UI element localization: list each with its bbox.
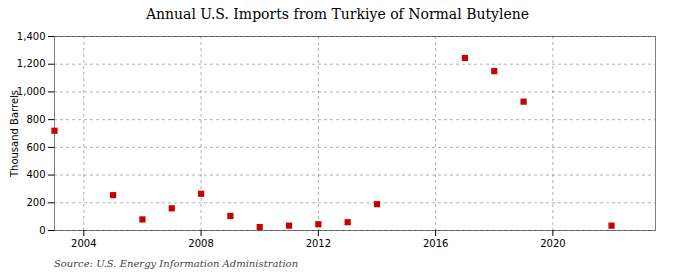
svg-text:1,200: 1,200 <box>17 58 46 69</box>
svg-text:200: 200 <box>26 197 45 208</box>
svg-text:600: 600 <box>26 142 45 153</box>
svg-text:2012: 2012 <box>306 238 331 249</box>
svg-text:2020: 2020 <box>540 238 565 249</box>
svg-text:800: 800 <box>26 114 45 125</box>
svg-text:2004: 2004 <box>71 238 96 249</box>
svg-text:2008: 2008 <box>188 238 213 249</box>
html-text:Annual U.S. Imports from Turki: Annual U.S. Imports from Turkiye of Norm… <box>145 6 529 22</box>
html-text:Source: U.S. Energy Informatio: Source: U.S. Energy Information Administ… <box>54 258 299 269</box>
svg-text:2016: 2016 <box>423 238 448 249</box>
svg-text:1,000: 1,000 <box>17 86 46 97</box>
svg-text:0: 0 <box>39 225 45 236</box>
svg-text:1,400: 1,400 <box>17 31 46 42</box>
svg-text:400: 400 <box>26 169 45 180</box>
svg-text:Thousand Barrels: Thousand Barrels <box>9 90 20 178</box>
